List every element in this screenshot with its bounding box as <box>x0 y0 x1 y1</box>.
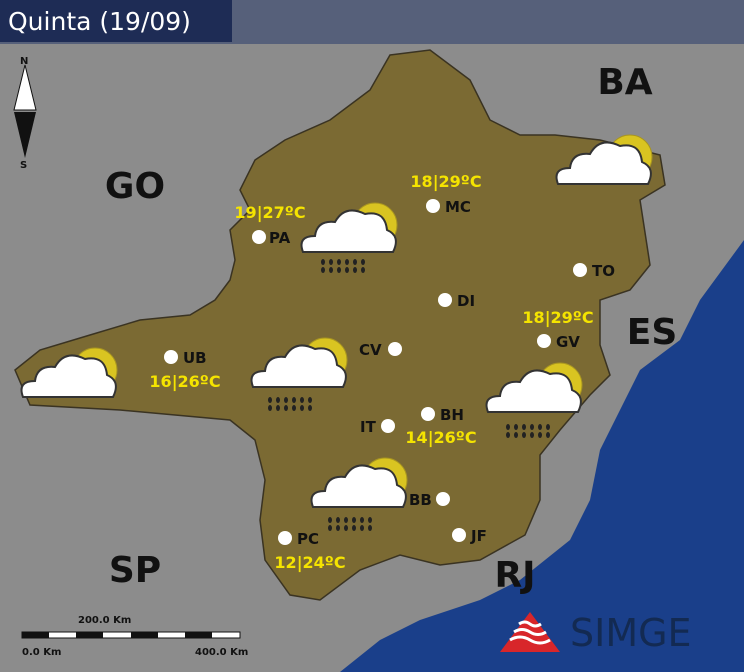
state-label: SP <box>109 550 161 591</box>
logo-icon <box>500 612 560 652</box>
city-dot <box>421 407 435 421</box>
compass-n-label: N <box>20 56 28 67</box>
city-label: BB <box>409 491 432 509</box>
city-dot <box>438 293 452 307</box>
scale-label: 0.0 Km <box>22 647 61 658</box>
city-label: CV <box>359 341 382 359</box>
city-label: PC <box>297 530 319 548</box>
city-label: UB <box>183 349 207 367</box>
title-box <box>0 0 232 42</box>
city-dot <box>278 531 292 545</box>
city-label: PA <box>269 229 291 247</box>
scale-label: 400.0 Km <box>195 647 248 658</box>
forecast: 12|24ºC <box>274 553 345 573</box>
city-dot <box>573 263 587 277</box>
city-dot <box>537 334 551 348</box>
scale-bar <box>21 631 241 639</box>
city-dot <box>452 528 466 542</box>
state-label: ES <box>627 312 678 353</box>
city-dot <box>381 419 395 433</box>
forecast: 18|29ºC <box>410 172 481 192</box>
compass-south <box>14 112 36 158</box>
city-label: JF <box>470 527 487 545</box>
ocean <box>340 240 744 672</box>
city-label: GV <box>556 333 580 351</box>
city-dot <box>252 230 266 244</box>
city-dot <box>436 492 450 506</box>
city-label: DI <box>457 292 475 310</box>
forecast: 16|26ºC <box>149 372 220 392</box>
city-label: BH <box>440 406 464 424</box>
state-label: GO <box>105 166 165 207</box>
title: Quinta (19/09) <box>8 7 191 36</box>
forecast: 14|26ºC <box>405 428 476 448</box>
city-dot <box>388 342 402 356</box>
forecast: 19|27ºC <box>234 203 305 223</box>
forecast: 18|29ºC <box>522 308 593 328</box>
scale-label: 200.0 Km <box>78 615 131 626</box>
state-label: BA <box>597 62 652 103</box>
city-dot <box>164 350 178 364</box>
state-mg <box>14 49 666 601</box>
compass-north <box>13 64 37 111</box>
city-label: IT <box>360 418 377 436</box>
state-label: RJ <box>494 555 535 596</box>
compass-s-label: S <box>20 160 27 171</box>
logo: SIMGE <box>570 611 692 655</box>
city-dot <box>426 199 440 213</box>
city-label: MC <box>445 198 471 216</box>
city-label: TO <box>592 262 615 280</box>
